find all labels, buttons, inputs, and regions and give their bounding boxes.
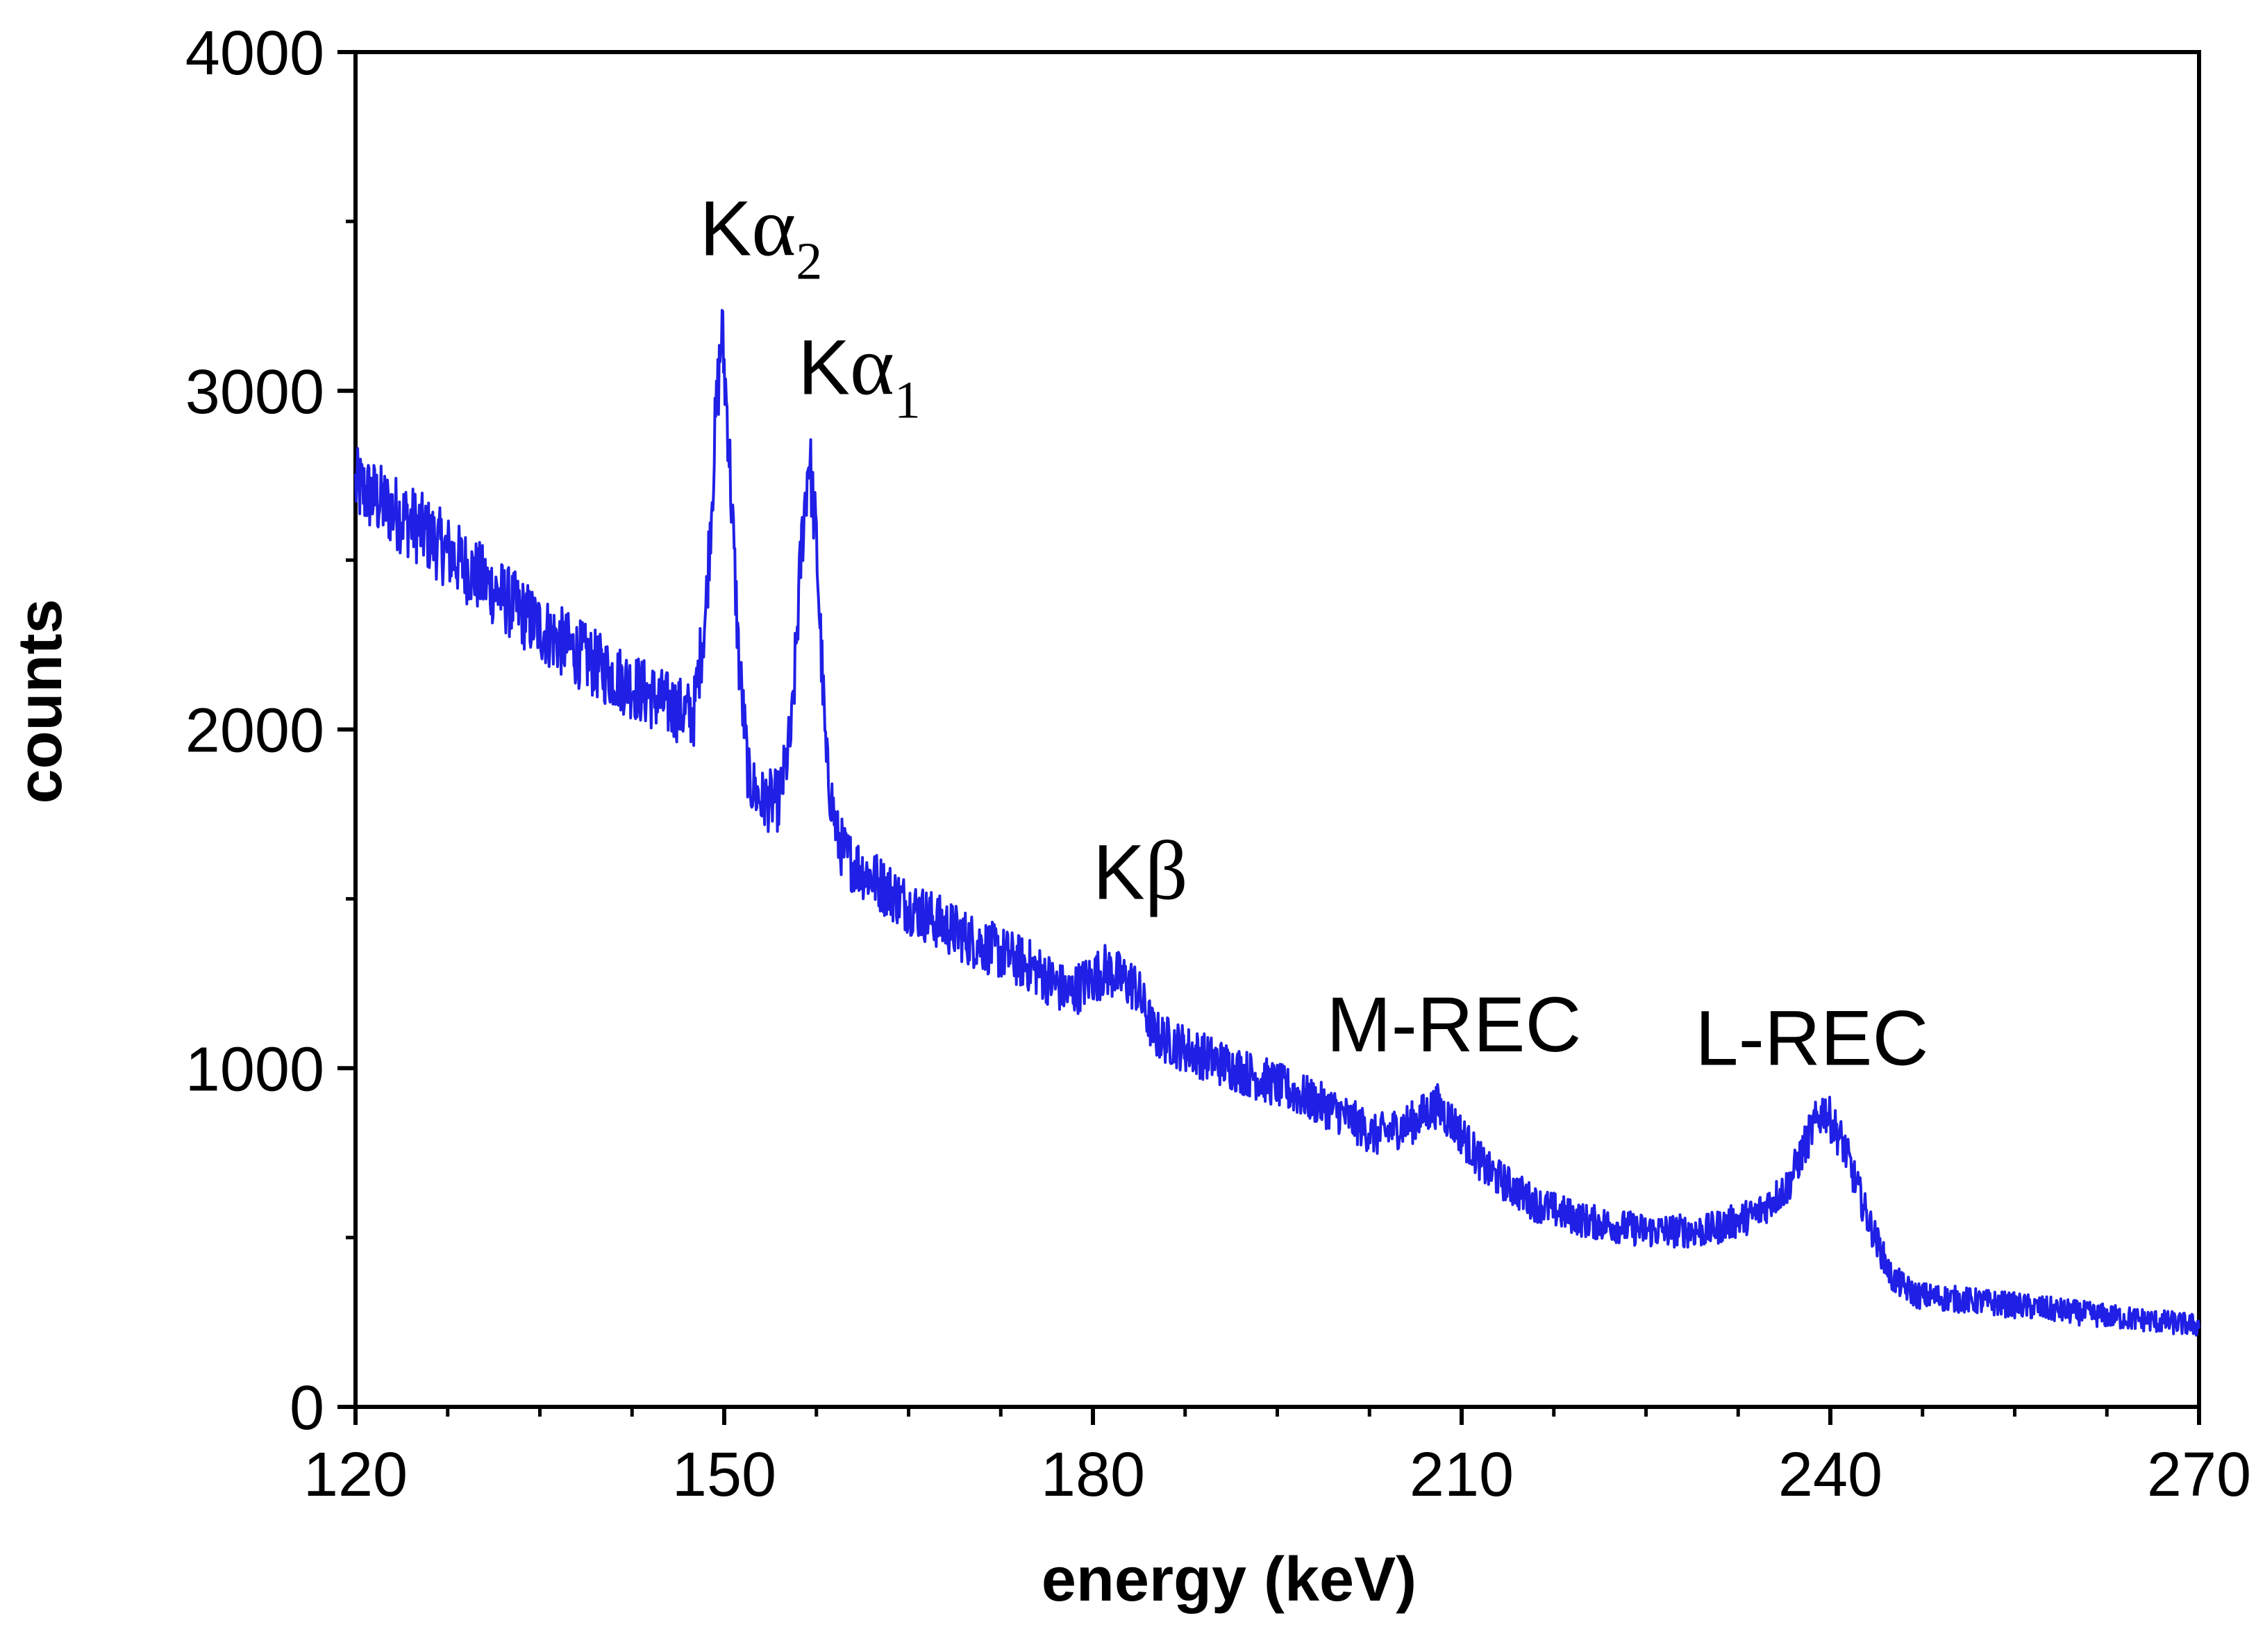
- x-axis-title: energy (keV): [1042, 1545, 1417, 1615]
- peak-label-greek: α: [751, 181, 796, 274]
- peak-label-main: K: [700, 185, 752, 272]
- y-tick-label: 2000: [185, 696, 324, 766]
- y-tick-label: 1000: [185, 1035, 324, 1104]
- peak-label: Kβ: [1093, 824, 1188, 917]
- peak-label: Kα2: [700, 181, 823, 291]
- x-tick-label: 240: [1778, 1440, 1882, 1510]
- x-tick-label: 210: [1410, 1440, 1514, 1510]
- x-tick-label: 120: [303, 1440, 408, 1510]
- peak-label-main: M-REC: [1326, 981, 1581, 1068]
- x-tick-label: 150: [672, 1440, 776, 1510]
- plot-frame: [353, 50, 2201, 1409]
- peak-label-main: K: [798, 324, 850, 411]
- peak-label: L-REC: [1695, 994, 1928, 1081]
- peak-label: Kα1: [798, 319, 921, 430]
- peak-label-greek: α: [850, 319, 894, 413]
- x-tick-label: 180: [1041, 1440, 1145, 1510]
- y-axis: 0 1000 2000 3000 4000: [185, 19, 356, 1443]
- y-axis-title: counts: [6, 599, 75, 803]
- peak-label: M-REC: [1326, 981, 1581, 1068]
- x-axis: 120 150 180 210 240 270: [303, 1407, 2251, 1510]
- y-tick-label: 3000: [185, 358, 324, 427]
- y-tick-label: 4000: [185, 19, 324, 88]
- peak-label-main: L-REC: [1695, 994, 1928, 1081]
- series-line: [354, 308, 2200, 1337]
- peak-label-subscript: 2: [796, 233, 822, 291]
- peak-label-main: K: [1093, 828, 1145, 915]
- x-tick-label: 270: [2147, 1440, 2251, 1510]
- peak-label-greek: β: [1145, 824, 1188, 917]
- y-tick-label: 0: [290, 1374, 324, 1443]
- peak-label-subscript: 1: [894, 372, 921, 430]
